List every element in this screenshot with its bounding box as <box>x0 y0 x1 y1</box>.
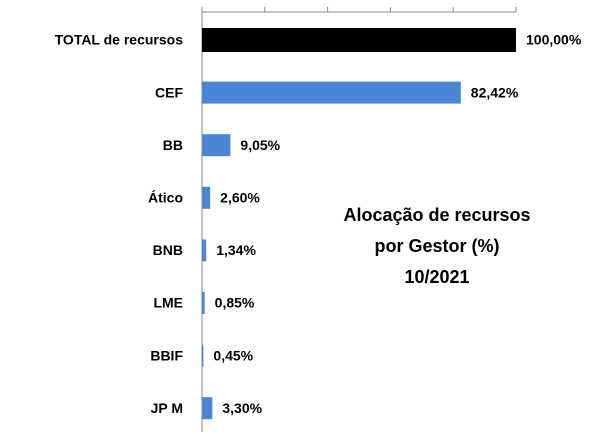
value-label: 0,85% <box>215 295 255 311</box>
category-label: LME <box>153 295 183 311</box>
bar <box>202 292 205 314</box>
category-label: TOTAL de recursos <box>55 32 184 48</box>
value-label: 9,05% <box>240 137 280 153</box>
bar <box>202 239 207 262</box>
value-label: 0,45% <box>213 347 253 363</box>
bar <box>202 344 204 367</box>
bar <box>202 81 461 104</box>
chart-title: 10/2021 <box>404 267 469 287</box>
chart-title: Alocação de recursos <box>343 205 530 225</box>
category-label: JP M <box>151 400 183 416</box>
value-label: 82,42% <box>471 84 519 100</box>
category-label: BNB <box>153 242 183 258</box>
value-label: 3,30% <box>222 400 262 416</box>
category-label: BB <box>163 137 183 153</box>
value-label: 100,00% <box>526 32 582 48</box>
bar <box>202 186 211 209</box>
bar <box>202 397 213 420</box>
chart-title: por Gestor (%) <box>374 236 499 256</box>
bar <box>202 134 231 157</box>
category-label: Ático <box>148 190 183 206</box>
category-label: BBIF <box>150 347 183 363</box>
value-label: 2,60% <box>220 190 260 206</box>
value-label: 1,34% <box>216 242 256 258</box>
category-label: CEF <box>155 84 183 100</box>
bar <box>202 28 516 52</box>
